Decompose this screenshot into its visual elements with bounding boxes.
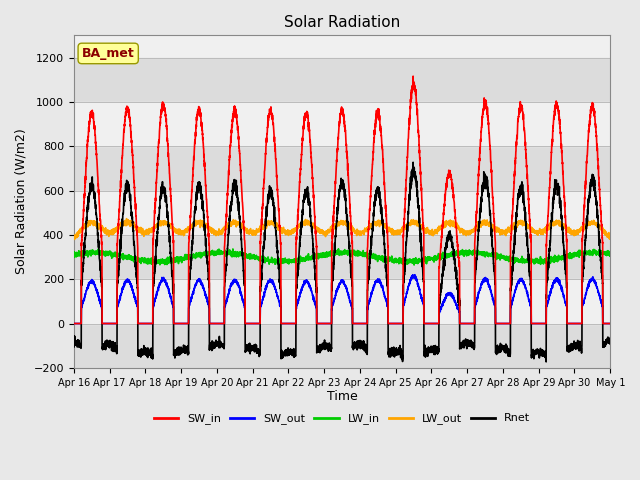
LW_in [166, 258, 174, 264]
X-axis label: Time: Time [326, 390, 357, 403]
Line: LW_out: LW_out [74, 219, 611, 240]
Line: SW_in: SW_in [74, 76, 611, 324]
SW_in [433, 321, 440, 326]
LW_out [70, 234, 77, 240]
Bar [74, 235, 611, 279]
Title: Solar Radiation: Solar Radiation [284, 15, 400, 30]
Rnet [410, 159, 417, 165]
Line: Rnet: Rnet [74, 162, 611, 362]
Line: SW_out: SW_out [74, 275, 611, 324]
Bar [74, 324, 611, 368]
LW_out [493, 228, 500, 233]
Rnet [166, 243, 174, 249]
Rnet [70, 335, 77, 341]
LW_out [123, 216, 131, 222]
SW_in [606, 321, 614, 326]
SW_in [607, 321, 614, 326]
SW_out [411, 272, 419, 277]
SW_out [433, 321, 440, 326]
SW_in [462, 321, 470, 326]
SW_out [462, 321, 470, 326]
LW_out [606, 234, 614, 240]
Rnet [493, 351, 500, 357]
Bar [74, 146, 611, 191]
LW_in [433, 255, 440, 261]
SW_out [607, 321, 614, 326]
LW_out [607, 236, 614, 241]
LW_in [493, 253, 500, 259]
LW_in [606, 252, 614, 258]
SW_out [166, 294, 174, 300]
Bar [74, 279, 611, 324]
LW_in [410, 262, 418, 268]
Y-axis label: Solar Radiation (W/m2): Solar Radiation (W/m2) [15, 129, 28, 275]
Bar [74, 191, 611, 235]
LW_in [607, 251, 614, 257]
Rnet [542, 359, 550, 365]
LW_out [433, 227, 440, 233]
Rnet [606, 341, 614, 347]
LW_out [322, 230, 330, 236]
Rnet [462, 337, 470, 343]
LW_in [335, 246, 342, 252]
LW_out [463, 228, 470, 234]
Rnet [433, 348, 440, 354]
LW_in [70, 251, 77, 256]
SW_in [410, 73, 417, 79]
LW_in [463, 249, 470, 254]
Line: LW_in: LW_in [74, 249, 611, 265]
SW_out [606, 321, 614, 326]
LW_out [70, 237, 78, 242]
Bar [74, 102, 611, 146]
SW_in [70, 321, 77, 326]
Rnet [607, 337, 614, 343]
SW_in [322, 321, 330, 326]
Legend: SW_in, SW_out, LW_in, LW_out, Rnet: SW_in, SW_out, LW_in, LW_out, Rnet [149, 409, 535, 429]
SW_in [493, 321, 500, 326]
SW_out [322, 321, 330, 326]
LW_out [166, 223, 174, 228]
Bar [74, 58, 611, 102]
SW_out [70, 321, 77, 326]
SW_in [166, 182, 174, 188]
SW_out [493, 321, 500, 326]
Rnet [322, 344, 330, 350]
Text: BA_met: BA_met [82, 47, 134, 60]
LW_in [322, 252, 330, 258]
